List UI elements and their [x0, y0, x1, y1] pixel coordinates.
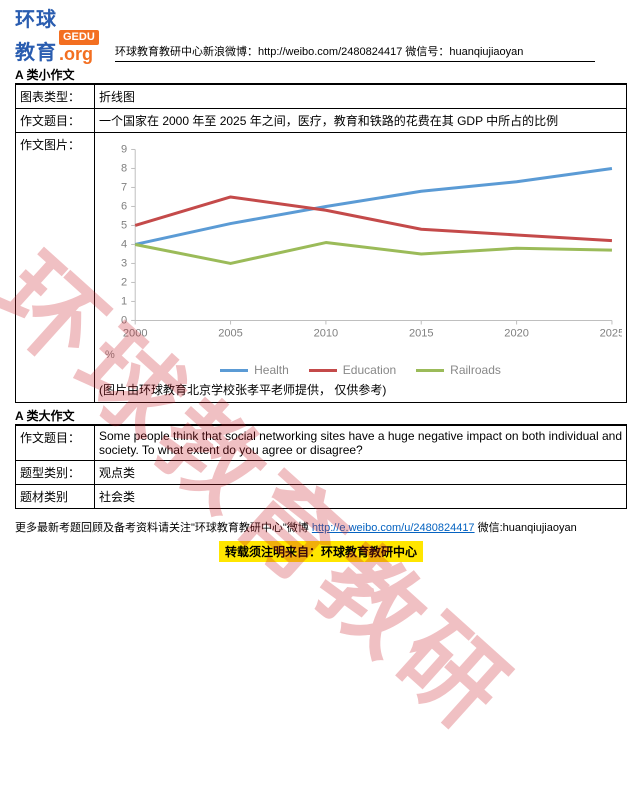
row-value: 观点类 — [95, 461, 627, 485]
svg-text:1: 1 — [121, 296, 127, 308]
svg-text:6: 6 — [121, 201, 127, 213]
svg-text:3: 3 — [121, 258, 127, 270]
big-essay-table: 作文题目： Some people think that social netw… — [15, 425, 627, 509]
svg-text:9: 9 — [121, 144, 127, 156]
legend-label: Railroads — [450, 363, 501, 377]
table-row: 题材类别 社会类 — [16, 485, 627, 509]
legend-item: Education — [309, 363, 396, 377]
row-value: Some people think that social networking… — [95, 426, 627, 461]
svg-text:0: 0 — [121, 315, 127, 327]
logo-cn-2: 教育 — [15, 43, 57, 63]
percent-label: % — [105, 349, 622, 361]
logo-cn-1: 环球 — [15, 10, 99, 30]
svg-text:2005: 2005 — [218, 328, 243, 340]
table-row: 题型类别： 观点类 — [16, 461, 627, 485]
chart-legend: Health Education Railroads — [99, 363, 622, 377]
small-essay-table: 图表类型： 折线图 作文题目： 一个国家在 2000 年至 2025 年之间，医… — [15, 84, 627, 403]
row-label: 题材类别 — [16, 485, 95, 509]
row-label: 题型类别： — [16, 461, 95, 485]
legend-item: Health — [220, 363, 289, 377]
svg-text:7: 7 — [121, 182, 127, 194]
svg-text:2010: 2010 — [314, 328, 339, 340]
table-row: 作文图片： 0 1 2 3 4 5 6 7 8 9 2000 2005 2010 2015 2020 2025… — [16, 133, 627, 403]
table-row: 图表类型： 折线图 — [16, 85, 627, 109]
legend-swatch — [416, 369, 444, 372]
legend-swatch — [309, 369, 337, 372]
line-chart: 0 1 2 3 4 5 6 7 8 9 2000 2005 2010 2015 2020 2025 % Hea… — [99, 137, 622, 377]
section-a-small-title: A 类小作文 — [15, 66, 627, 84]
legend-swatch — [220, 369, 248, 372]
row-label: 作文图片： — [16, 133, 95, 403]
header-sub: 环球教育教研中心新浪微博：http://weibo.com/2480824417… — [115, 43, 595, 62]
chart-svg: 0 1 2 3 4 5 6 7 8 9 2000 2005 2010 2015 2020 2025 — [99, 137, 622, 347]
row-label: 作文题目： — [16, 109, 95, 133]
row-value: 折线图 — [95, 85, 627, 109]
svg-text:8: 8 — [121, 163, 127, 175]
footer-prefix: 更多最新考题回顾及备考资料请关注"环球教育教研中心"微博 — [15, 522, 312, 534]
row-label: 图表类型： — [16, 85, 95, 109]
attribution-box: 转载须注明来自：环球教育教研中心 — [219, 541, 423, 562]
chart-cell: 0 1 2 3 4 5 6 7 8 9 2000 2005 2010 2015 2020 2025 % Hea… — [95, 133, 627, 403]
svg-text:4: 4 — [121, 239, 127, 251]
section-a-big-title: A 类大作文 — [15, 407, 627, 425]
row-value: 社会类 — [95, 485, 627, 509]
footer-line: 更多最新考题回顾及备考资料请关注"环球教育教研中心"微博 http://e.we… — [15, 519, 627, 535]
svg-text:5: 5 — [121, 220, 127, 232]
legend-label: Education — [343, 363, 396, 377]
footer-url[interactable]: http://e.weibo.com/u/2480824417 — [312, 522, 475, 534]
svg-text:2020: 2020 — [504, 328, 529, 340]
table-row: 作文题目： 一个国家在 2000 年至 2025 年之间，医疗，教育和铁路的花费… — [16, 109, 627, 133]
legend-label: Health — [254, 363, 289, 377]
svg-text:2015: 2015 — [409, 328, 434, 340]
row-value: 一个国家在 2000 年至 2025 年之间，医疗，教育和铁路的花费在其 GDP… — [95, 109, 627, 133]
logo-badge: GEDU — [59, 30, 99, 45]
svg-text:2000: 2000 — [123, 328, 148, 340]
svg-text:2: 2 — [121, 277, 127, 289]
table-row: 作文题目： Some people think that social netw… — [16, 426, 627, 461]
svg-text:2025: 2025 — [600, 328, 622, 340]
footer-suffix: 微信:huanqiujiaoyan — [478, 522, 577, 534]
legend-item: Railroads — [416, 363, 501, 377]
row-label: 作文题目： — [16, 426, 95, 461]
logo-org: .org — [59, 45, 99, 63]
chart-note: (图片由环球教育北京学校张孝平老师提供， 仅供参考) — [99, 381, 622, 398]
